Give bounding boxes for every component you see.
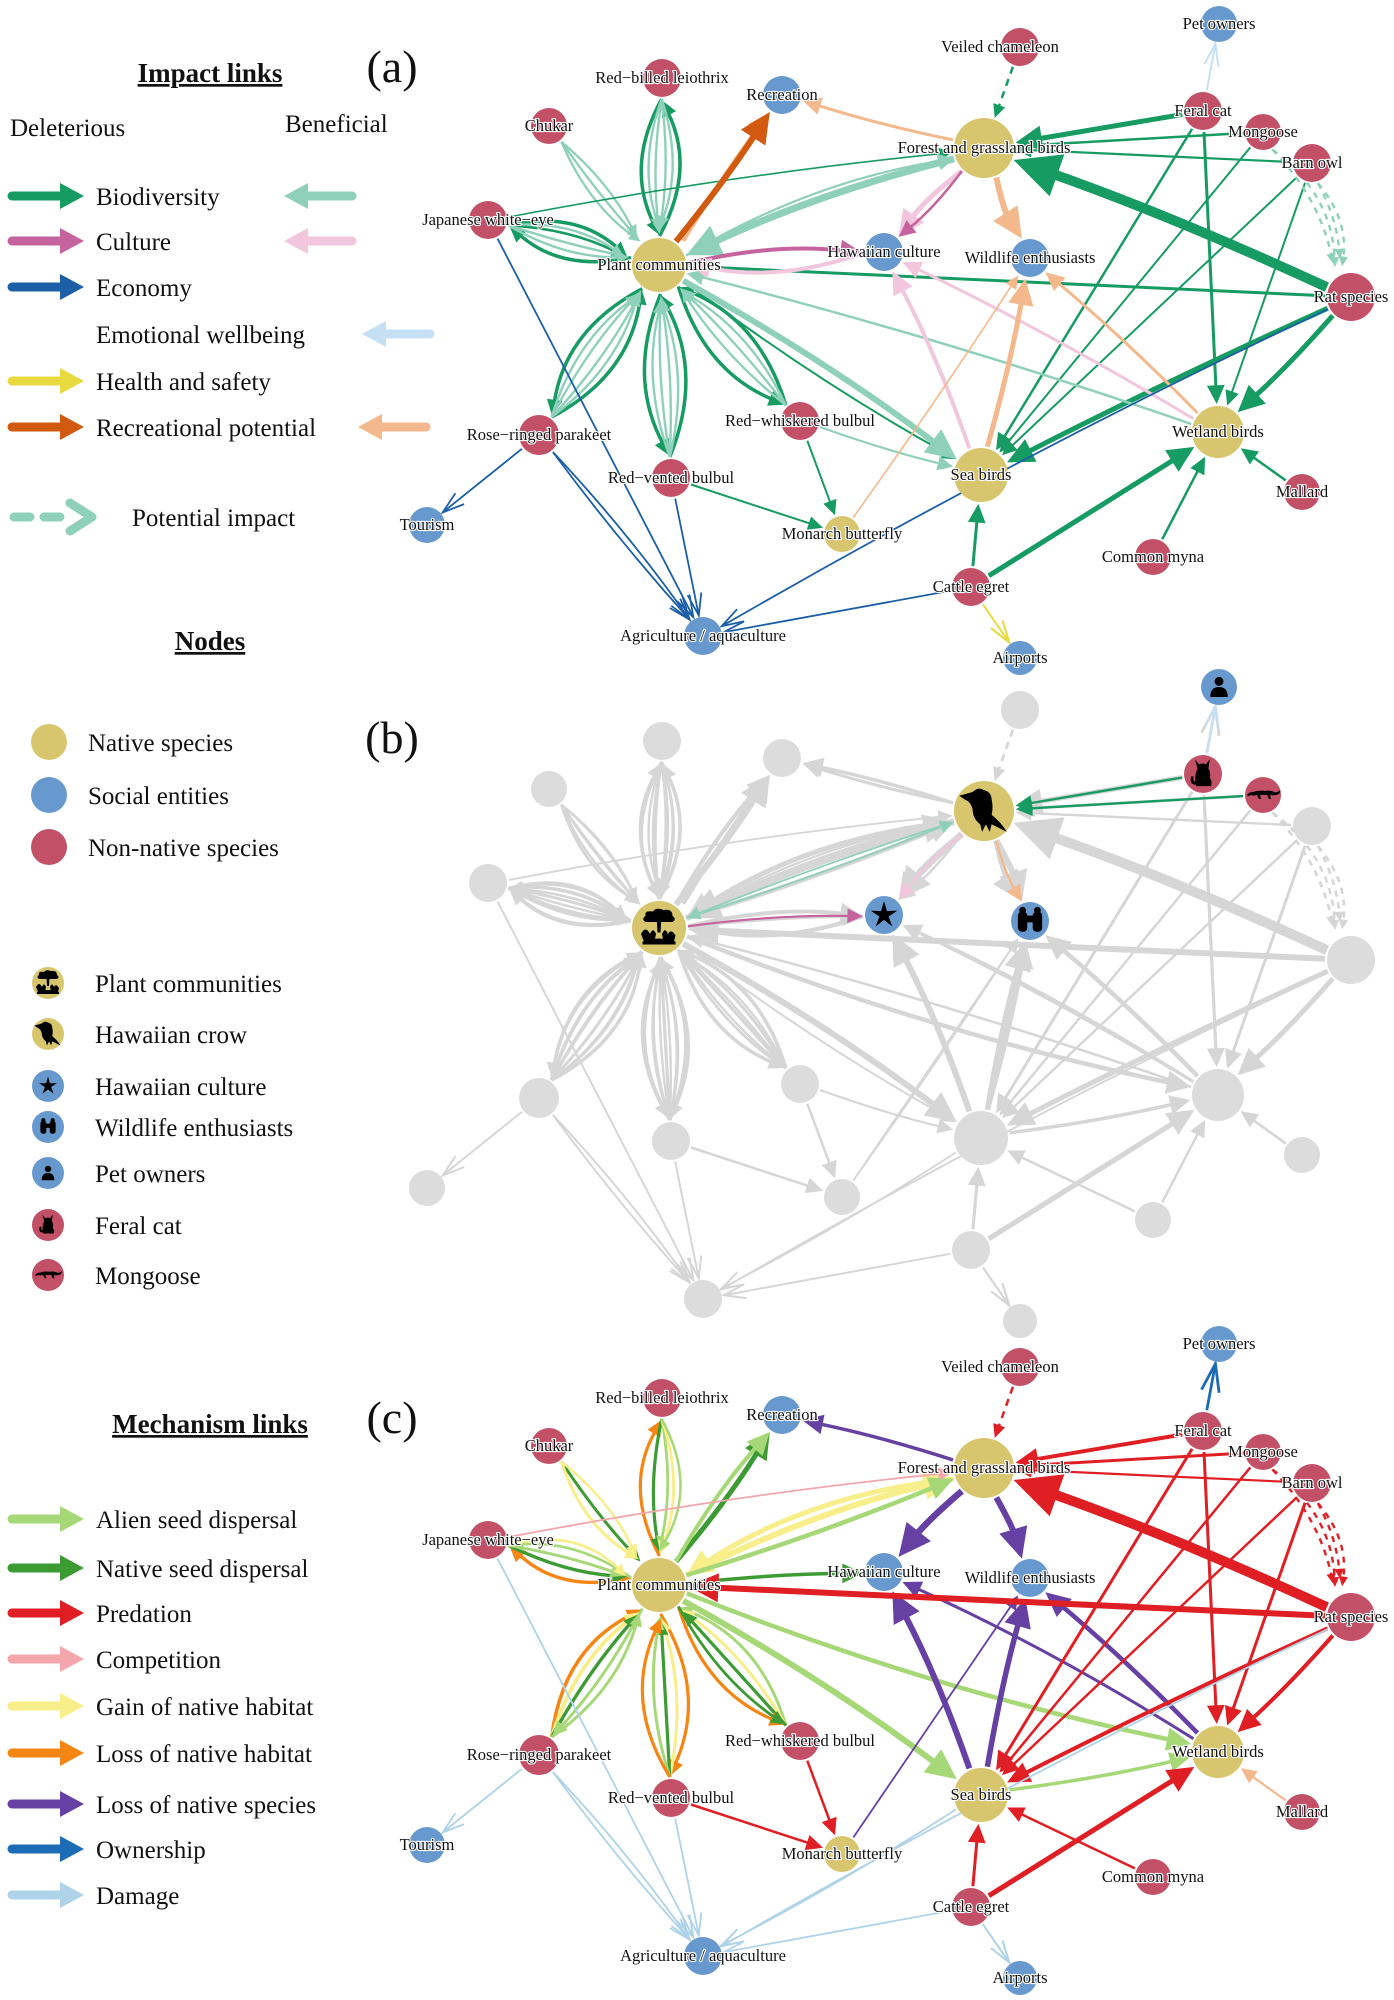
svg-text:Barn owl: Barn owl — [1282, 153, 1343, 172]
svg-text:Recreation: Recreation — [746, 85, 817, 104]
svg-text:Tourism: Tourism — [400, 515, 455, 534]
svg-text:Japanese white−eye: Japanese white−eye — [422, 1530, 554, 1549]
svg-text:Sea birds: Sea birds — [951, 1785, 1012, 1804]
svg-text:Hawaiian culture: Hawaiian culture — [95, 1074, 266, 1101]
svg-text:Loss of native habitat: Loss of native habitat — [96, 1741, 312, 1768]
svg-text:Hawaiian culture: Hawaiian culture — [827, 1562, 940, 1581]
svg-text:Airports: Airports — [993, 648, 1048, 667]
svg-text:Common myna: Common myna — [1102, 547, 1205, 566]
svg-text:Agriculture / aquaculture: Agriculture / aquaculture — [620, 1946, 786, 1965]
svg-text:Hawaiian crow: Hawaiian crow — [95, 1022, 247, 1049]
svg-text:Chukar: Chukar — [525, 116, 574, 135]
svg-text:Damage: Damage — [96, 1883, 179, 1910]
svg-text:Deleterious: Deleterious — [10, 115, 125, 142]
svg-text:(b): (b) — [365, 712, 419, 763]
svg-text:Mallard: Mallard — [1276, 482, 1329, 501]
svg-text:Loss of native species: Loss of native species — [96, 1792, 316, 1819]
svg-text:Gain of native habitat: Gain of native habitat — [96, 1694, 313, 1721]
svg-text:Sea birds: Sea birds — [951, 465, 1012, 484]
svg-text:Health and safety: Health and safety — [96, 369, 271, 396]
svg-text:Chukar: Chukar — [525, 1436, 574, 1455]
svg-text:Social entities: Social entities — [88, 783, 229, 810]
svg-text:Rat species: Rat species — [1314, 287, 1389, 306]
svg-text:Wildlife enthusiasts: Wildlife enthusiasts — [95, 1115, 293, 1142]
svg-text:Hawaiian culture: Hawaiian culture — [827, 242, 940, 261]
svg-text:Recreational potential: Recreational potential — [96, 415, 316, 442]
svg-text:Red−billed leiothrix: Red−billed leiothrix — [595, 68, 729, 87]
svg-text:Cattle egret: Cattle egret — [933, 1897, 1010, 1916]
svg-text:Mongoose: Mongoose — [1228, 122, 1298, 141]
svg-text:Native species: Native species — [88, 730, 233, 757]
svg-text:Nodes: Nodes — [175, 626, 246, 656]
svg-text:Rat species: Rat species — [1314, 1607, 1389, 1626]
svg-text:Feral cat: Feral cat — [1174, 1421, 1232, 1440]
svg-text:Competition: Competition — [96, 1647, 222, 1674]
svg-text:(c): (c) — [366, 1392, 417, 1443]
svg-text:Feral cat: Feral cat — [95, 1213, 182, 1240]
svg-text:Wildlife enthusiasts: Wildlife enthusiasts — [965, 1568, 1096, 1587]
svg-text:Impact links: Impact links — [138, 58, 283, 88]
svg-text:Monarch butterfly: Monarch butterfly — [782, 1844, 903, 1863]
svg-text:Potential impact: Potential impact — [132, 505, 295, 532]
svg-text:Pet owners: Pet owners — [95, 1161, 205, 1188]
svg-text:Plant communities: Plant communities — [597, 255, 720, 274]
svg-text:Barn owl: Barn owl — [1282, 1473, 1343, 1492]
svg-text:Rose−ringed parakeet: Rose−ringed parakeet — [467, 1745, 612, 1764]
svg-text:Red−whiskered bulbul: Red−whiskered bulbul — [725, 411, 875, 430]
svg-text:Monarch butterfly: Monarch butterfly — [782, 524, 903, 543]
svg-text:Mongoose: Mongoose — [1228, 1442, 1298, 1461]
svg-text:Red−vented bulbul: Red−vented bulbul — [608, 1788, 735, 1807]
svg-text:Pet owners: Pet owners — [1183, 1334, 1256, 1353]
svg-text:Alien seed dispersal: Alien seed dispersal — [96, 1507, 297, 1534]
svg-text:Rose−ringed parakeet: Rose−ringed parakeet — [467, 425, 612, 444]
svg-text:Mallard: Mallard — [1276, 1802, 1329, 1821]
svg-text:Wetland birds: Wetland birds — [1172, 422, 1264, 441]
svg-text:Veiled chameleon: Veiled chameleon — [941, 1357, 1059, 1376]
svg-text:(a): (a) — [366, 41, 417, 92]
svg-text:Forest and grassland birds: Forest and grassland birds — [898, 138, 1071, 157]
svg-text:Red−vented bulbul: Red−vented bulbul — [608, 468, 735, 487]
svg-text:Forest and grassland birds: Forest and grassland birds — [898, 1458, 1071, 1477]
svg-text:Plant communities: Plant communities — [95, 971, 282, 998]
svg-text:Economy: Economy — [96, 275, 192, 302]
svg-text:Mechanism links: Mechanism links — [112, 1409, 308, 1439]
svg-text:Airports: Airports — [993, 1968, 1048, 1987]
svg-text:Ownership: Ownership — [96, 1837, 206, 1864]
svg-text:Pet owners: Pet owners — [1183, 14, 1256, 33]
svg-text:Emotional wellbeing: Emotional wellbeing — [96, 322, 305, 349]
svg-text:Recreation: Recreation — [746, 1405, 817, 1424]
svg-text:Japanese white−eye: Japanese white−eye — [422, 210, 554, 229]
svg-text:Beneficial: Beneficial — [285, 111, 388, 138]
svg-text:Red−billed leiothrix: Red−billed leiothrix — [595, 1388, 729, 1407]
svg-text:Native seed dispersal: Native seed dispersal — [96, 1556, 308, 1583]
svg-text:Feral cat: Feral cat — [1174, 101, 1232, 120]
svg-text:Wildlife enthusiasts: Wildlife enthusiasts — [965, 248, 1096, 267]
svg-text:Mongoose: Mongoose — [95, 1263, 201, 1290]
svg-text:Tourism: Tourism — [400, 1835, 455, 1854]
svg-text:Plant communities: Plant communities — [597, 1575, 720, 1594]
svg-text:Culture: Culture — [96, 229, 171, 256]
svg-text:Non-native species: Non-native species — [88, 835, 279, 862]
svg-text:Wetland birds: Wetland birds — [1172, 1742, 1264, 1761]
svg-text:Biodiversity: Biodiversity — [96, 184, 220, 211]
svg-text:Veiled chameleon: Veiled chameleon — [941, 37, 1059, 56]
svg-text:Red−whiskered bulbul: Red−whiskered bulbul — [725, 1731, 875, 1750]
svg-text:Predation: Predation — [96, 1601, 192, 1628]
svg-text:Cattle egret: Cattle egret — [933, 577, 1010, 596]
svg-text:Agriculture / aquaculture: Agriculture / aquaculture — [620, 626, 786, 645]
svg-text:Common myna: Common myna — [1102, 1867, 1205, 1886]
